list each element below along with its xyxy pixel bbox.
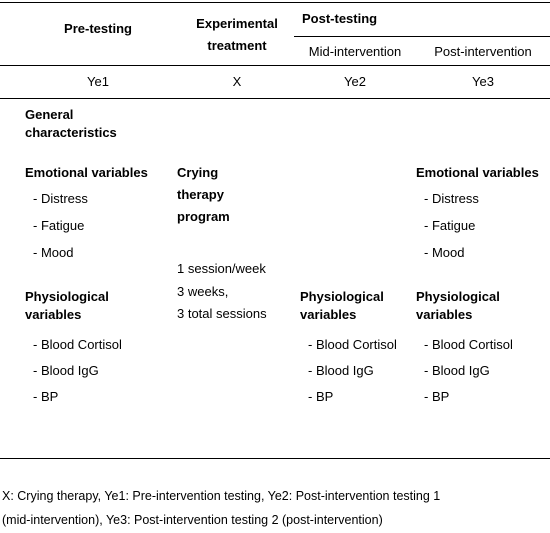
physio-item-post: - BP [424, 389, 450, 404]
physio-item-mid: - Blood Cortisol [308, 337, 397, 352]
physio-title-post-line1: Physiological [416, 289, 500, 304]
code-x: X [232, 74, 242, 89]
bottom-rule [0, 458, 550, 459]
header-experimental: Experimental [196, 16, 278, 31]
program-detail3: 3 total sessions [177, 306, 267, 321]
footnote-line2: (mid-intervention), Ye3: Post-interventi… [2, 513, 383, 527]
general-line1: General [25, 107, 74, 122]
emotional-item-pre: - Mood [33, 245, 74, 260]
code-ye2: Ye2 [344, 74, 366, 89]
codes-rule [0, 98, 550, 99]
physio-item-mid: - BP [308, 389, 334, 404]
physio-item-pre: - BP [33, 389, 59, 404]
physio-item-post: - Blood Cortisol [424, 337, 513, 352]
program-line2: therapy [177, 187, 224, 202]
program-line3: program [177, 209, 230, 224]
physio-item-pre: - Blood IgG [33, 363, 99, 378]
program-detail1: 1 session/week [177, 261, 266, 276]
physio-title-post-line2: variables [416, 307, 473, 322]
post-testing-subrule [294, 36, 550, 37]
top-rule [0, 2, 550, 3]
physio-title-mid-line2: variables [300, 307, 357, 322]
emotional-item-post: - Mood [424, 245, 465, 260]
code-ye3: Ye3 [472, 74, 494, 89]
emotional-title-post: Emotional variables [416, 165, 539, 180]
header-pre-testing: Pre-testing [64, 21, 132, 36]
header-mid-intervention: Mid-intervention [308, 44, 402, 59]
emotional-item-post: - Distress [424, 191, 479, 206]
code-ye1: Ye1 [87, 74, 109, 89]
general-line2: characteristics [25, 125, 117, 140]
footnote-line1: X: Crying therapy, Ye1: Pre-intervention… [2, 489, 441, 503]
header-treatment: treatment [207, 38, 267, 53]
physio-title-pre-line1: Physiological [25, 289, 109, 304]
physio-title-pre-line2: variables [25, 307, 82, 322]
emotional-title-pre: Emotional variables [25, 165, 148, 180]
physio-title-mid-line1: Physiological [300, 289, 384, 304]
header-post-intervention: Post-intervention [434, 44, 532, 59]
physio-item-post: - Blood IgG [424, 363, 490, 378]
physio-item-pre: - Blood Cortisol [33, 337, 122, 352]
program-line1: Crying [177, 165, 219, 180]
emotional-item-pre: - Fatigue [33, 218, 85, 233]
physio-item-mid: - Blood IgG [308, 363, 374, 378]
program-detail2: 3 weeks, [177, 284, 229, 299]
header-post-testing: Post-testing [302, 11, 378, 26]
emotional-item-pre: - Distress [33, 191, 88, 206]
emotional-item-post: - Fatigue [424, 218, 476, 233]
header-rule [0, 65, 550, 66]
